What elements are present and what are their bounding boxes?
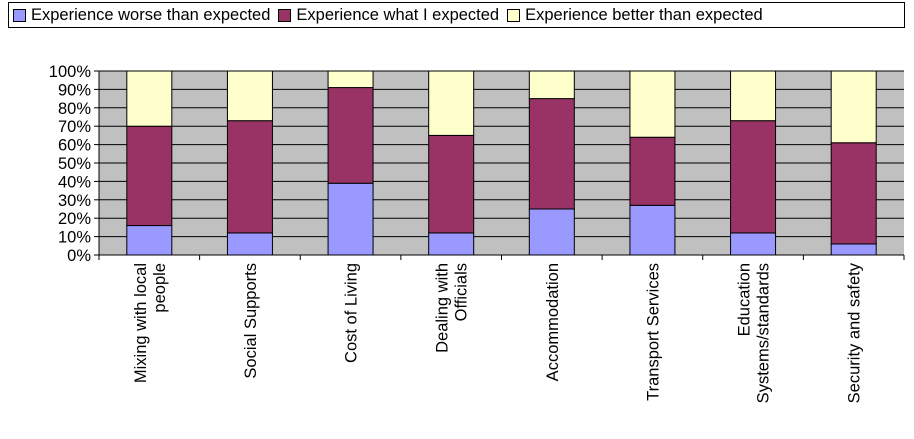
legend-swatch-worse bbox=[13, 8, 26, 22]
bar-segment bbox=[830, 70, 877, 144]
y-tick-label: 60% bbox=[58, 137, 91, 155]
y-tick-label: 90% bbox=[58, 81, 91, 99]
bar-segment bbox=[730, 70, 777, 122]
y-tick-label: 70% bbox=[58, 118, 91, 136]
bar-segment bbox=[226, 120, 273, 234]
chart-legend: Experience worse than expected Experienc… bbox=[8, 2, 905, 28]
legend-label-expected: Experience what I expected bbox=[296, 5, 500, 24]
x-category-label-line: Social Supports bbox=[242, 263, 260, 379]
x-category-label-line: people bbox=[151, 263, 169, 313]
bar-segment bbox=[327, 70, 374, 89]
bar-segment bbox=[428, 70, 475, 136]
x-category-label-line: Mixing with local bbox=[132, 263, 150, 383]
legend-swatch-better bbox=[507, 8, 521, 22]
bar-segment bbox=[528, 98, 575, 210]
legend-label-worse: Experience worse than expected bbox=[31, 5, 271, 24]
x-category-label: EducationSystems/standards bbox=[736, 263, 773, 403]
y-tick-label: 100% bbox=[49, 63, 92, 81]
x-category-label-line: Dealing with bbox=[434, 263, 452, 353]
x-category-label: Social Supports bbox=[242, 263, 260, 379]
y-tick-label: 50% bbox=[58, 155, 91, 173]
bar-segment bbox=[126, 125, 173, 227]
x-category-label-line: Systems/standards bbox=[755, 263, 773, 403]
bar-segment bbox=[830, 243, 877, 256]
bar-segment bbox=[226, 232, 273, 256]
y-tick-label: 30% bbox=[58, 192, 91, 210]
y-tick-label: 20% bbox=[58, 210, 91, 228]
x-category-label: Dealing withOfficials bbox=[434, 263, 471, 353]
legend-item-worse: Experience worse than expected bbox=[13, 6, 270, 25]
x-category-label: Accommodation bbox=[544, 263, 562, 381]
bar-segment bbox=[730, 120, 777, 234]
x-category-label-line: Security and safety bbox=[846, 262, 864, 403]
x-category-label-line: Officials bbox=[453, 263, 471, 321]
x-category-label-line: Accommodation bbox=[544, 263, 562, 381]
legend-item-expected: Experience what I expected bbox=[278, 6, 499, 25]
bar-segment bbox=[528, 208, 575, 256]
bar-segment bbox=[730, 232, 777, 256]
bar-segment bbox=[629, 204, 676, 256]
bar-segment bbox=[629, 70, 676, 138]
bar-segment bbox=[126, 70, 173, 127]
x-category-label: Mixing with localpeople bbox=[132, 263, 169, 383]
x-category-label-line: Transport Services bbox=[644, 263, 662, 401]
bar-segment bbox=[126, 225, 173, 256]
bar-segment bbox=[629, 136, 676, 206]
bar-segment bbox=[428, 134, 475, 234]
x-category-label: Transport Services bbox=[644, 263, 662, 401]
x-category-label-line: Cost of Living bbox=[343, 263, 361, 363]
legend-label-better: Experience better than expected bbox=[525, 5, 763, 24]
x-category-label: Cost of Living bbox=[343, 263, 361, 363]
bar-segment bbox=[327, 87, 374, 184]
y-tick-label: 10% bbox=[58, 229, 91, 247]
y-tick-label: 80% bbox=[58, 100, 91, 118]
bar-segment bbox=[830, 142, 877, 245]
x-category-label: Security and safety bbox=[846, 262, 864, 403]
legend-swatch-expected bbox=[278, 8, 292, 22]
bar-segment bbox=[226, 70, 273, 122]
bar-segment bbox=[327, 182, 374, 256]
x-category-label-line: Education bbox=[736, 263, 754, 336]
bar-segment bbox=[428, 232, 475, 256]
bar-segment bbox=[528, 70, 575, 100]
legend-item-better: Experience better than expected bbox=[507, 6, 763, 25]
y-tick-label: 0% bbox=[67, 247, 91, 265]
y-tick-label: 40% bbox=[58, 173, 91, 191]
